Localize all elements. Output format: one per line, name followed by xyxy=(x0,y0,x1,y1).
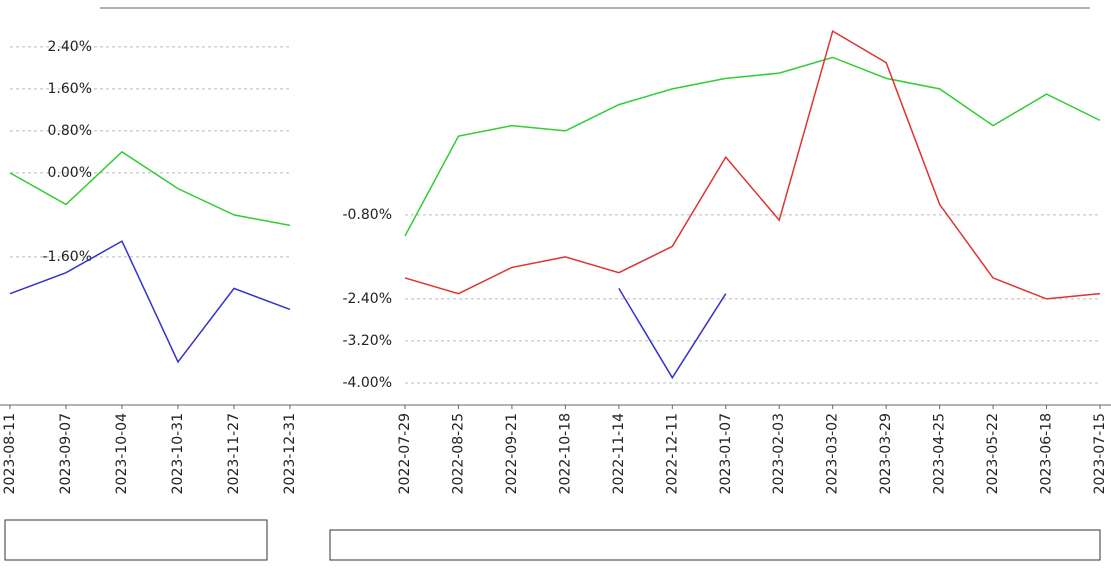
x-tick-label: 2023-12-31 xyxy=(282,413,298,494)
x-tick-label: 2023-03-29 xyxy=(878,413,894,494)
series-line xyxy=(9,240,291,364)
y-tick-label: -0.80% xyxy=(342,207,392,223)
y-tick-label: -1.60% xyxy=(42,249,92,265)
x-tick-label: 2023-05-22 xyxy=(985,413,1001,494)
y-tick-label: -4.00% xyxy=(342,375,392,391)
x-tick-label: 2023-01-07 xyxy=(718,413,734,494)
x-tick-label: 2022-08-25 xyxy=(450,413,466,494)
x-tick-label: 2023-09-07 xyxy=(58,413,74,494)
y-tick-label: 0.00% xyxy=(48,165,92,181)
y-tick-label: 0.80% xyxy=(48,123,92,139)
x-tick-label: 2022-10-18 xyxy=(557,413,573,494)
x-tick-label: 2023-11-27 xyxy=(226,413,242,494)
x-tick-label: 2023-10-31 xyxy=(170,413,186,494)
y-tick-label: 1.60% xyxy=(48,81,92,97)
series-line xyxy=(404,56,1101,237)
legend-box xyxy=(329,529,1101,561)
y-tick-label: -3.20% xyxy=(342,333,392,349)
x-tick-label: 2023-10-04 xyxy=(114,413,130,494)
x-tick-label: 2023-04-25 xyxy=(932,413,948,494)
x-tick-label: 2022-07-29 xyxy=(397,413,413,494)
y-tick-label: 2.40% xyxy=(48,39,92,55)
x-tick-label: 2023-02-03 xyxy=(771,413,787,494)
x-tick-label: 2023-03-02 xyxy=(825,413,841,494)
x-tick-label: 2023-07-15 xyxy=(1092,413,1108,494)
x-tick-label: 2023-08-11 xyxy=(2,413,18,494)
x-tick-label: 2023-06-18 xyxy=(1039,413,1055,494)
x-tick-label: 2022-12-11 xyxy=(664,413,680,494)
x-tick-label: 2022-11-14 xyxy=(611,413,627,494)
y-tick-label: -2.40% xyxy=(342,291,392,307)
x-tick-label: 2022-09-21 xyxy=(504,413,520,494)
series-line xyxy=(618,288,727,380)
series-line xyxy=(9,150,291,227)
series-line xyxy=(404,29,1101,300)
legend-box xyxy=(4,519,268,561)
